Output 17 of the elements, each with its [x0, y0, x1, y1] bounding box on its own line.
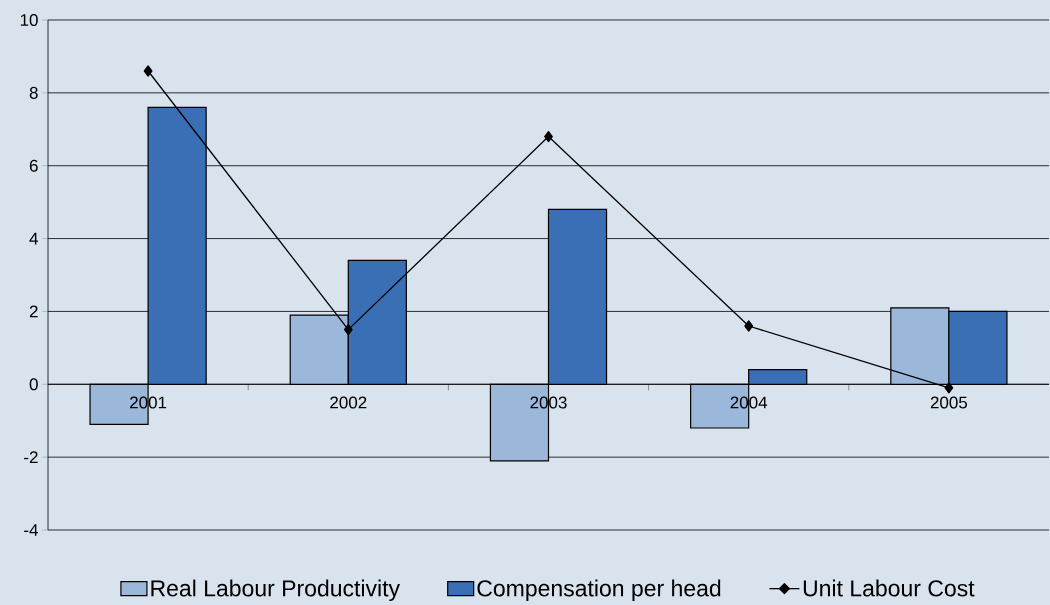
y-tick-label: 0 [29, 378, 38, 391]
y-tick-label: 8 [29, 86, 38, 99]
legend-label: Unit Labour Cost [803, 579, 975, 597]
legend-label: Real Labour Productivity [151, 579, 400, 601]
legend-label: Compensation per head [477, 579, 721, 601]
y-tick-label: 2 [29, 305, 38, 318]
y-tick-label: 4 [29, 232, 38, 245]
y-tick-label: 6 [29, 159, 38, 172]
x-tick-label: 2005 [930, 396, 968, 409]
y-tick-label: -4 [24, 524, 38, 536]
point [143, 65, 153, 77]
point [343, 323, 353, 336]
y-tick-label: 10 [20, 13, 38, 27]
point [944, 382, 954, 394]
point [744, 320, 754, 332]
y-tick-label: -2 [24, 451, 38, 464]
x-tick-label: 2002 [330, 396, 367, 409]
